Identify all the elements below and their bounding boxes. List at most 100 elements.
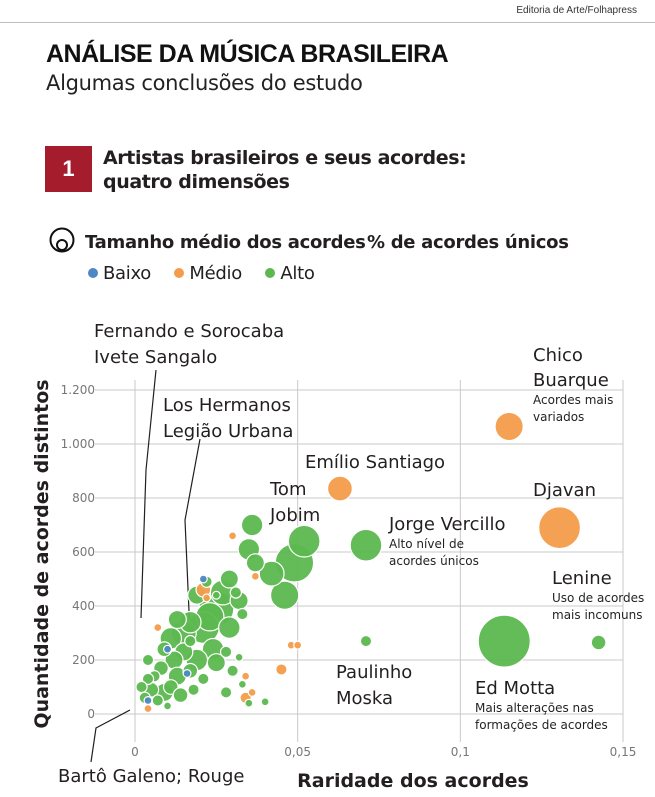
annotation-note: Alto nível de [389,537,464,551]
credit-text: Editoria de Arte/Folhapress [516,5,637,16]
annotation-name: Ivete Sangalo [94,347,217,368]
annotation-note: variados [533,410,584,424]
y-tick-label: 600 [72,545,95,559]
x-axis-ticks: 0 0,05 0,1 0,15 [131,745,636,759]
section-title: Artistas brasileiros e seus acordes: qua… [103,147,467,193]
leader-fernando [140,369,157,619]
bubble [143,696,153,706]
bubble [163,701,173,711]
annotation-name: Legião Urbana [163,421,293,442]
legend-label: Médio [189,262,242,284]
bubble [163,644,173,654]
bubble [244,698,254,708]
annotation-name: Jobim [269,505,320,526]
bubble [260,697,270,707]
x-axis-label: Raridade dos acordes [297,770,529,792]
page-subtitle: Algumas conclusões do estudo [46,71,363,95]
annotation-name: Buarque [533,370,609,391]
leader-barto [90,709,131,763]
y-tick-label: 0 [87,707,95,721]
annotation-name: Moska [336,688,393,709]
y-tick-label: 1.000 [61,437,95,451]
y-axis-label: Quantidade de acordes distintos [31,379,53,728]
x-tick-label: 0,1 [451,745,470,759]
bubble [234,652,244,662]
bubble-ed-motta [477,614,531,668]
bubble [218,616,241,639]
bubble [237,679,247,689]
x-tick-label: 0,05 [284,745,311,759]
bubble [151,694,164,707]
annotation-name: Jorge Vercillo [388,514,506,535]
bubble-paulinho-moska [359,634,373,648]
bubble [202,593,212,603]
annotation-note: formações de acordes [475,718,608,732]
bubble [247,687,257,697]
legend-pct-label: % de acordes únicos [367,232,569,253]
bubbles [135,411,607,714]
bubble [197,672,210,686]
x-tick-label: 0,15 [610,745,637,759]
bubble [245,553,265,573]
bubble [250,571,260,581]
annotation-name: Tom [269,479,306,500]
bubble-jorge-vercillo [349,528,383,562]
legend-label: Alto [280,262,315,284]
bubble [167,609,187,630]
bubble-chico-buarque [494,411,524,442]
bubble [143,704,153,714]
bubble [228,531,238,541]
page-title: ANÁLISE DA MÚSICA BRASILEIRA [46,40,449,68]
legend-item-alto: Alto [265,262,315,284]
bubble [184,634,197,648]
bubble [206,653,226,673]
bubble-em-lio-santiago [326,475,353,502]
annotation-note: acordes únicos [389,554,479,568]
annotation-note: Acordes mais [533,393,613,407]
x-tick-label: 0 [131,745,139,759]
bubble [219,569,239,589]
legend-dot-icon [265,268,276,278]
annotation-note: Uso de acordes [552,591,644,605]
bubble [141,672,155,686]
bubble [275,663,288,676]
legend-item-baixo: Baixo [88,263,151,284]
bubble [141,653,155,667]
bubble-lenine [590,634,607,651]
bubble [153,623,163,633]
annotation-name: Paulinho [336,662,412,683]
bubble-tom-jobim [287,524,321,558]
bubble [226,664,239,677]
annotation-name: Ed Motta [475,678,555,699]
annotation-name: Djavan [533,480,596,501]
legend-item-medio: Médio [174,263,242,284]
bubble [219,686,233,699]
bubble [172,687,189,704]
bubble [293,640,303,650]
bubble [211,590,221,600]
annotation-name: Emílio Santiago [305,452,445,473]
y-axis-ticks: 0 200 400 600 800 1.000 1.200 [61,383,95,721]
annotation-name: Chico [533,345,583,366]
bubble [135,680,148,694]
annotation-name: Fernando e Sorocaba [94,321,284,342]
y-tick-label: 800 [72,491,95,505]
annotation-note: Mais alterações nas [475,701,594,715]
section-number-badge: 1 [45,146,92,192]
color-legend: Baixo Médio Alto [88,262,333,284]
legend-dot-icon [174,268,185,278]
bubble [219,645,233,659]
bubble [229,586,243,599]
scatter-chart: 0 0,05 0,1 0,15 0 200 400 600 800 1.000 1.200 Fer… [31,321,644,792]
bubble-size-icon [49,227,75,253]
legend-dot-icon [88,268,98,278]
annotation-name: Bartô Galeno; Rouge [58,766,244,787]
bubble [269,580,300,610]
credit-bar: Editoria de Arte/Folhapress [0,0,655,23]
y-tick-label: 400 [72,599,95,613]
bubble [241,671,251,681]
bubble [236,607,249,621]
bubble [240,513,264,537]
y-tick-label: 1.200 [61,383,95,397]
bubble [198,574,208,584]
